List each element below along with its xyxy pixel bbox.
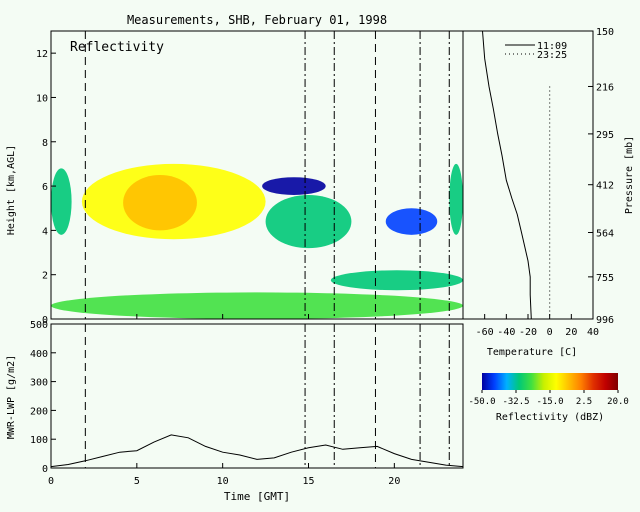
temperature-tick-label: -60 xyxy=(476,327,494,338)
top-y-tick-label: 12 xyxy=(36,49,48,60)
echo-region-3 xyxy=(265,194,352,249)
temperature-axis-label: Temperature [C] xyxy=(487,347,577,358)
temperature-ticks: -60 -40 -20 0 20 40 xyxy=(476,314,599,338)
echo-region-7 xyxy=(449,163,463,235)
pressure-tick-label: 216 xyxy=(596,82,614,93)
top-y-tick-label: 10 xyxy=(36,93,48,104)
bottom-y-tick-label: 400 xyxy=(30,349,48,360)
sounding-panel: 150 216 295 412 564 755 996 -60 -40 -20 0 20 40 Tem… xyxy=(462,27,635,358)
top-y-ticks: 0 2 4 6 8 10 12 xyxy=(36,49,56,326)
colorbar-tick-label: -50.0 xyxy=(468,397,495,407)
top-y-tick-label: 6 xyxy=(42,182,48,193)
colorbar: -50.0 -32.5 -15.0 2.5 20.0 Reflectivity (dBZ… xyxy=(468,373,629,423)
colorbar-ticks: -50.0 -32.5 -15.0 2.5 20.0 xyxy=(468,390,629,407)
top-y-axis-label: Height [km,AGL] xyxy=(6,145,17,235)
legend-label-series-1: 11:09 xyxy=(537,41,567,52)
colorbar-tick-label: 20.0 xyxy=(607,397,629,407)
x-axis-label: Time [GMT] xyxy=(224,490,290,503)
bottom-y-ticks: 0 100 200 300 400 500 xyxy=(30,320,56,475)
legend-label-series-2: 23:25 xyxy=(537,50,567,61)
reflectivity-panel: 0 2 4 6 8 10 12 Reflectivity Height [km,AGL] xyxy=(6,30,464,326)
bottom-x-tick-label: 5 xyxy=(134,476,140,487)
figure-title: Measurements, SHB, February 01, 1998 xyxy=(127,13,387,27)
echo-region-6 xyxy=(385,208,438,235)
bottom-x-ticks: 0 5 10 15 20 xyxy=(48,463,400,487)
echo-region-2 xyxy=(123,175,197,231)
bottom-y-tick-label: 300 xyxy=(30,378,48,389)
pressure-tick-label: 564 xyxy=(596,228,614,239)
bottom-x-tick-label: 0 xyxy=(48,476,54,487)
top-y-tick-label: 8 xyxy=(42,138,48,149)
bottom-x-tick-label: 20 xyxy=(388,476,400,487)
top-y-tick-label: 2 xyxy=(42,271,48,282)
sounding-frame xyxy=(462,30,594,320)
colorbar-fill xyxy=(482,373,618,390)
colorbar-tick-label: 2.5 xyxy=(576,397,592,407)
bottom-y-tick-label: 0 xyxy=(42,464,48,475)
lwp-frame xyxy=(50,323,464,469)
temperature-tick-label: 40 xyxy=(587,327,599,338)
temperature-tick-label: -20 xyxy=(519,327,537,338)
pressure-tick-label: 412 xyxy=(596,181,614,192)
echo-region-0 xyxy=(51,292,463,319)
sounding-series-1-line xyxy=(482,30,532,320)
bottom-time-markers xyxy=(84,324,450,468)
bottom-x-tick-label: 15 xyxy=(302,476,314,487)
pressure-tick-label: 295 xyxy=(596,130,614,141)
bottom-x-tick-label: 10 xyxy=(217,476,229,487)
temperature-tick-label: 0 xyxy=(547,327,553,338)
top-y-tick-label: 4 xyxy=(42,226,48,237)
bottom-y-axis-label: MWR-LWP [g/m2] xyxy=(6,355,17,439)
echo-region-8 xyxy=(330,270,463,291)
colorbar-tick-label: -15.0 xyxy=(536,397,563,407)
bottom-y-tick-label: 100 xyxy=(30,435,48,446)
bottom-y-tick-label: 200 xyxy=(30,406,48,417)
sounding-legend: 11:09 23:25 xyxy=(505,41,567,61)
lwp-series-line xyxy=(51,434,463,468)
pressure-tick-label: 755 xyxy=(596,273,614,284)
pressure-tick-label: 150 xyxy=(596,27,614,38)
reflectivity-echoes xyxy=(51,163,463,319)
colorbar-tick-label: -32.5 xyxy=(502,397,529,407)
top-y-tick-label: 0 xyxy=(42,315,48,326)
bottom-y-tick-label: 500 xyxy=(30,320,48,331)
echo-region-5 xyxy=(262,177,326,195)
pressure-ticks: 150 216 295 412 564 755 996 xyxy=(588,27,614,326)
lwp-panel: 0 100 200 300 400 500 0 5 10 15 20 MWR-LWP [g/m2]… xyxy=(6,320,464,503)
top-x-ticks xyxy=(50,314,395,319)
temperature-tick-label: -40 xyxy=(497,327,515,338)
colorbar-label: Reflectivity (dBZ) xyxy=(496,412,604,423)
reflectivity-label: Reflectivity xyxy=(70,40,164,55)
temperature-tick-label: 20 xyxy=(565,327,577,338)
top-time-markers xyxy=(84,31,450,319)
echo-region-4 xyxy=(51,168,72,235)
pressure-axis-label: Pressure [mb] xyxy=(624,136,635,214)
pressure-tick-label: 996 xyxy=(596,315,614,326)
